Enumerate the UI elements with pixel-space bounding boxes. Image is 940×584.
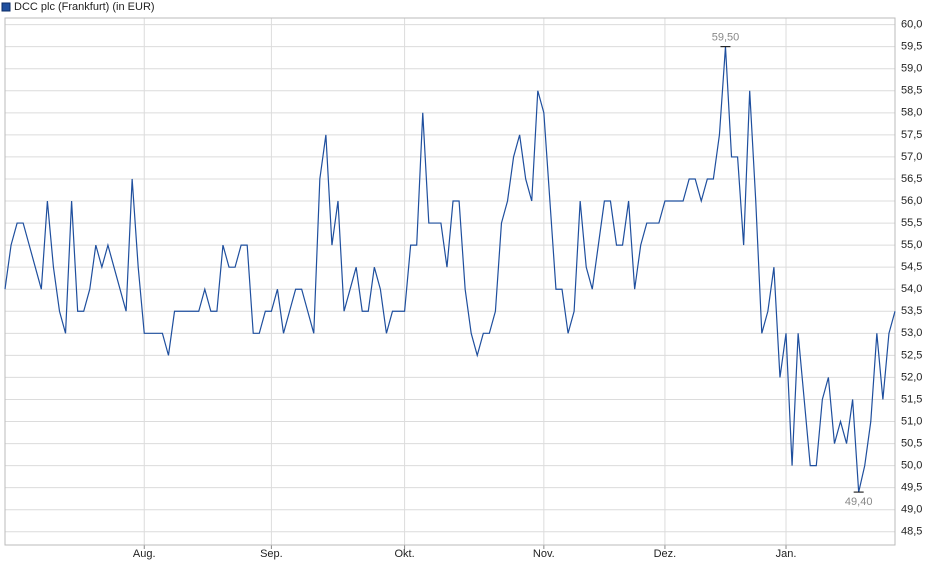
y-tick-label: 58,5 [901,85,922,97]
x-tick-label: Okt. [395,548,415,560]
y-tick-label: 56,5 [901,173,922,185]
y-tick-label: 59,5 [901,41,922,53]
plot-area [4,17,896,546]
y-tick-label: 56,0 [901,195,922,207]
y-tick-label: 51,0 [901,415,922,427]
y-tick-label: 53,0 [901,327,922,339]
y-tick-label: 52,0 [901,371,922,383]
x-tick-label: Dez. [654,548,677,560]
price-line [4,46,896,493]
y-tick-label: 55,5 [901,217,922,229]
annotation-label: 49,40 [845,496,873,508]
annotation-label: 59,50 [712,32,740,44]
y-tick-label: 53,5 [901,305,922,317]
y-tick-label: 57,0 [901,151,922,163]
y-tick-label: 55,0 [901,239,922,251]
y-tick-label: 49,0 [901,504,922,516]
y-tick-label: 54,5 [901,261,922,273]
y-tick-label: 57,5 [901,129,922,141]
y-tick-label: 52,5 [901,349,922,361]
x-tick-label: Nov. [533,548,555,560]
x-tick-label: Jan. [776,548,797,560]
y-tick-label: 54,0 [901,283,922,295]
y-tick-label: 51,5 [901,393,922,405]
legend-swatch [1,2,11,12]
x-tick-label: Aug. [133,548,156,560]
y-tick-label: 50,0 [901,460,922,472]
y-tick-label: 58,0 [901,107,922,119]
y-tick-label: 60,0 [901,19,922,31]
y-tick-label: 49,5 [901,482,922,494]
y-tick-label: 59,0 [901,63,922,75]
y-tick-label: 48,5 [901,526,922,538]
x-tick-label: Sep. [260,548,283,560]
legend-label: DCC plc (Frankfurt) (in EUR) [14,1,155,13]
y-tick-label: 50,5 [901,437,922,449]
plot-border [4,17,896,546]
